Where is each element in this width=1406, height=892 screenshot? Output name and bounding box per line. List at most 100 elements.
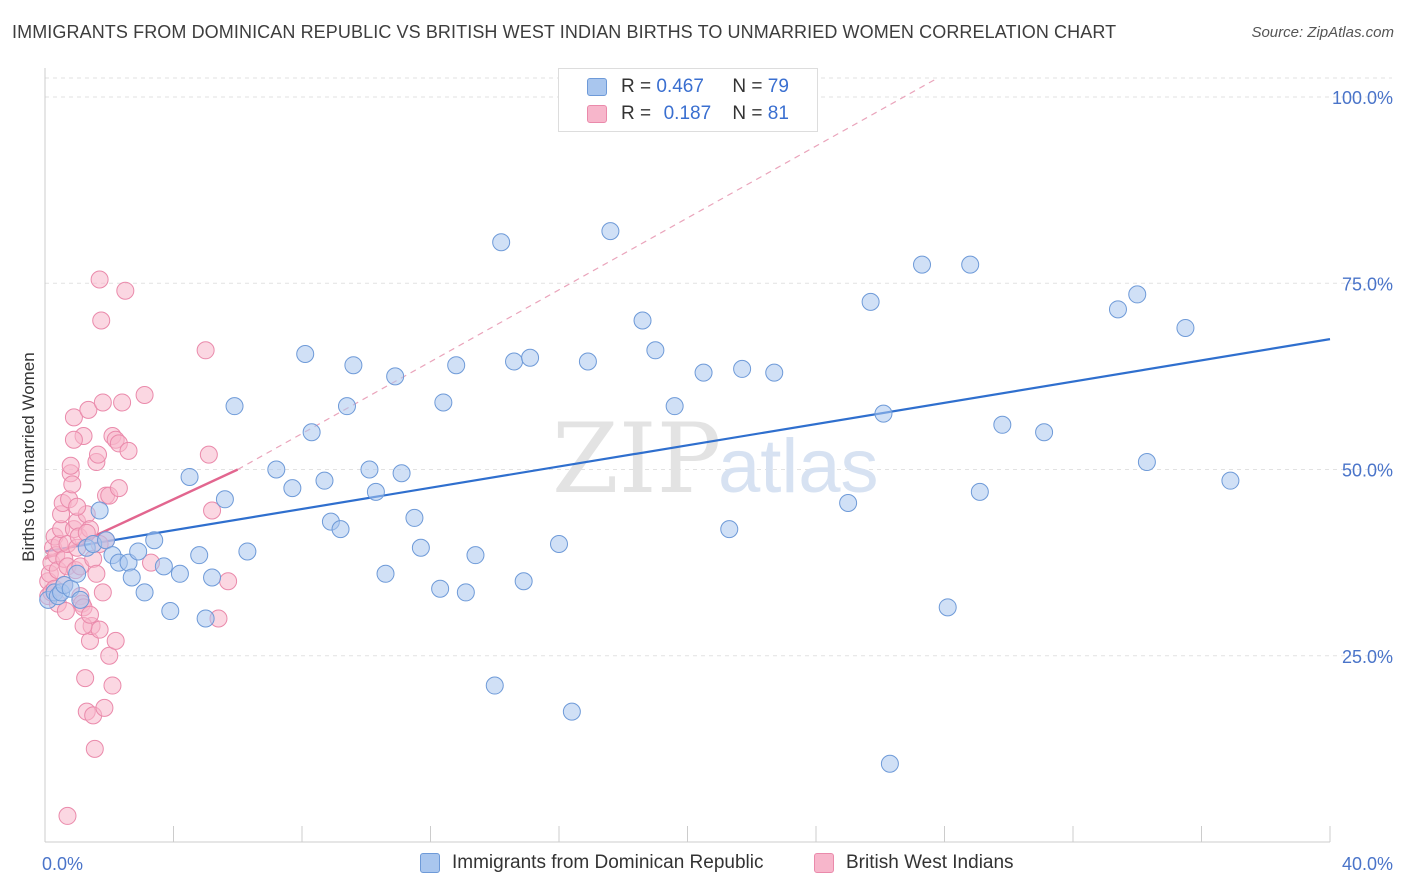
point-dominican-republic [296, 345, 315, 364]
point-dominican-republic [196, 609, 215, 628]
point-dominican-republic [1108, 300, 1127, 319]
point-dominican-republic [720, 520, 739, 539]
point-british-west-indians [68, 497, 87, 516]
point-dominican-republic [765, 363, 784, 382]
point-dominican-republic [135, 583, 154, 602]
point-british-west-indians [219, 572, 238, 591]
point-dominican-republic [505, 352, 524, 371]
point-dominican-republic [485, 676, 504, 695]
point-dominican-republic [190, 546, 209, 565]
legend-r-value: 0.187 [663, 103, 712, 124]
x-tick-label-max: 40.0% [1342, 854, 1393, 874]
legend-row-blue: R = 0.467 N = 79 [587, 74, 789, 100]
point-british-west-indians [80, 605, 99, 624]
point-dominican-republic [1176, 318, 1195, 337]
point-british-west-indians [58, 806, 77, 825]
point-dominican-republic [411, 538, 430, 557]
point-dominican-republic [405, 508, 424, 527]
point-dominican-republic [154, 557, 173, 576]
point-british-west-indians [100, 646, 119, 665]
point-dominican-republic [1221, 471, 1240, 490]
y-tick-label: 50.0% [1342, 461, 1393, 481]
point-dominican-republic [68, 564, 87, 583]
point-dominican-republic [376, 564, 395, 583]
point-british-west-indians [135, 386, 154, 404]
point-british-west-indians [76, 669, 95, 688]
point-dominican-republic [97, 531, 116, 550]
point-dominican-republic [360, 460, 379, 479]
point-dominican-republic [562, 702, 581, 721]
point-dominican-republic [466, 546, 485, 565]
point-british-west-indians [92, 311, 111, 330]
point-dominican-republic [456, 583, 475, 602]
point-dominican-republic [970, 482, 989, 501]
legend: R = 0.467 N = 79 R = 0.187 N = 81 [558, 68, 818, 132]
point-dominican-republic [633, 311, 652, 330]
point-british-west-indians [89, 445, 108, 464]
point-british-west-indians [119, 441, 138, 460]
point-dominican-republic [646, 341, 665, 360]
axis-labels: 25.0% 50.0% 75.0% 100.0% 0.0% 40.0% Births to … [19, 88, 1393, 874]
point-british-west-indians [79, 400, 98, 419]
point-dominican-republic [71, 590, 90, 609]
point-dominican-republic [180, 467, 199, 486]
point-dominican-republic [514, 572, 533, 591]
point-british-west-indians [116, 281, 135, 300]
y-tick-label: 100.0% [1332, 88, 1393, 108]
point-british-west-indians [95, 698, 114, 717]
point-dominican-republic [203, 568, 222, 587]
point-british-west-indians [87, 564, 106, 583]
point-dominican-republic [492, 233, 511, 252]
legend-n-label: N = [732, 103, 763, 124]
point-dominican-republic [267, 460, 286, 479]
point-british-west-indians [93, 393, 112, 412]
legend-n-label: N = [732, 76, 763, 97]
chart-title: IMMIGRANTS FROM DOMINICAN REPUBLIC VS BR… [12, 22, 1117, 42]
bottom-legend-label-pink: British West Indians [846, 852, 1014, 873]
point-dominican-republic [145, 531, 164, 550]
point-dominican-republic [170, 564, 189, 583]
axes [44, 68, 1331, 843]
point-dominican-republic [337, 397, 356, 416]
gridlines [45, 77, 1392, 657]
point-dominican-republic [447, 356, 466, 375]
point-dominican-republic [238, 542, 257, 561]
point-dominican-republic [880, 754, 899, 773]
point-dominican-republic [913, 255, 932, 274]
point-dominican-republic [521, 348, 540, 367]
point-dominican-republic [993, 415, 1012, 434]
point-british-west-indians [113, 393, 132, 412]
point-dominican-republic [431, 579, 450, 598]
bottom-legend-swatch-pink [814, 853, 834, 873]
point-dominican-republic [839, 494, 858, 513]
point-dominican-republic [961, 255, 980, 274]
point-dominican-republic [874, 404, 893, 423]
legend-swatch-blue [587, 78, 607, 96]
point-british-west-indians [103, 676, 122, 695]
point-british-west-indians [64, 408, 83, 427]
point-dominican-republic [938, 598, 957, 617]
x-tick-label-min: 0.0% [42, 854, 83, 874]
point-british-west-indians [106, 631, 125, 650]
bottom-legend-label-blue: Immigrants from Dominican Republic [452, 852, 764, 873]
point-dominican-republic [434, 393, 453, 412]
point-british-west-indians [64, 430, 83, 449]
point-british-west-indians [90, 620, 109, 639]
point-british-west-indians [63, 475, 82, 494]
legend-swatch-pink [587, 105, 607, 123]
point-dominican-republic [215, 490, 234, 509]
point-british-west-indians [61, 456, 80, 475]
legend-n-value: 81 [767, 103, 789, 124]
point-dominican-republic [1035, 423, 1054, 442]
point-dominican-republic [386, 367, 405, 386]
point-dominican-republic [331, 520, 350, 539]
point-dominican-republic [161, 602, 180, 621]
point-dominican-republic [283, 479, 302, 498]
point-dominican-republic [315, 471, 334, 490]
point-dominican-republic [302, 423, 321, 442]
point-dominican-republic [366, 482, 385, 501]
point-dominican-republic [601, 222, 620, 241]
y-tick-label: 25.0% [1342, 647, 1393, 667]
point-british-west-indians [196, 341, 215, 360]
point-dominican-republic [225, 397, 244, 416]
